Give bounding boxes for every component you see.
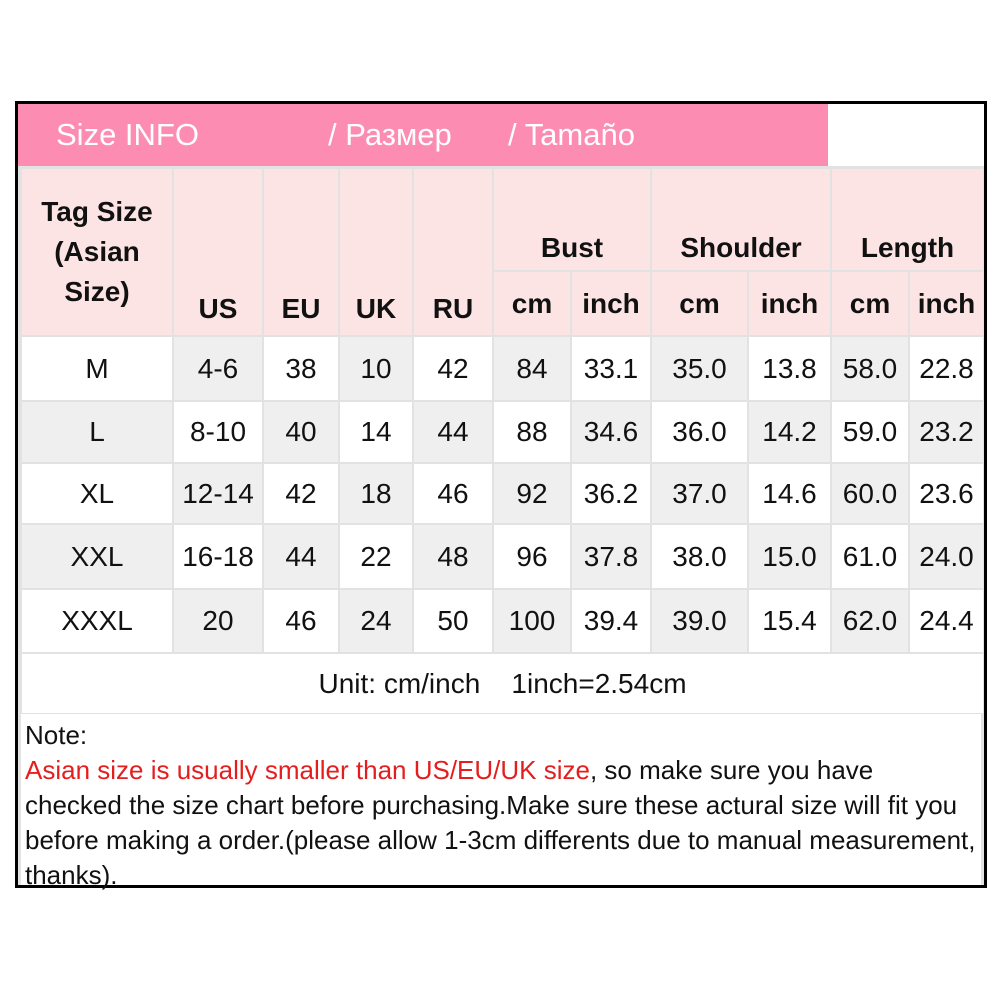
table-cell: 37.0 [652, 464, 747, 523]
table-cell: 33.1 [572, 337, 650, 400]
table-cell: 46 [264, 590, 338, 652]
size-chart: Size INFO / Размер / Tamaño Tag Size (As… [15, 101, 987, 890]
unit-note: Unit: cm/inch 1inch=2.54cm [22, 654, 983, 713]
table-cell: 39.4 [572, 590, 650, 652]
table-cell: 4-6 [174, 337, 262, 400]
table-cell: 48 [414, 525, 492, 588]
table-cell: 14 [340, 402, 412, 462]
table-cell: 42 [264, 464, 338, 523]
table-cell: 42 [414, 337, 492, 400]
table-cell: 88 [494, 402, 570, 462]
table-cell: 24.4 [910, 590, 983, 652]
column-header: Tag Size (Asian Size) [22, 169, 172, 335]
table-cell: 23.6 [910, 464, 983, 523]
column-header: US [174, 169, 262, 335]
table-cell: XXL [22, 525, 172, 588]
table-cell: 50 [414, 590, 492, 652]
title: / Tamaño [508, 117, 635, 152]
note-warning: Asian size is usually smaller than US/EU… [25, 755, 590, 785]
table-cell: 12-14 [174, 464, 262, 523]
table-cell: 58.0 [832, 337, 908, 400]
column-header: RU [414, 169, 492, 335]
table-cell: 44 [414, 402, 492, 462]
table-cell: L [22, 402, 172, 462]
blank [828, 104, 984, 166]
table-cell: 22.8 [910, 337, 983, 400]
group-header: Bust [494, 169, 650, 270]
table-cell: 8-10 [174, 402, 262, 462]
table-cell: 46 [414, 464, 492, 523]
table-cell: 16-18 [174, 525, 262, 588]
title-bar: Size INFO / Размер / Tamaño [18, 104, 828, 166]
table-cell: 13.8 [749, 337, 830, 400]
table-cell: 59.0 [832, 402, 908, 462]
table-cell: 14.2 [749, 402, 830, 462]
table-cell: 38.0 [652, 525, 747, 588]
table-cell: 44 [264, 525, 338, 588]
table-cell: 24 [340, 590, 412, 652]
note-text: , so make sure you have checked the size… [25, 755, 976, 890]
unit-header: inch [572, 272, 650, 335]
column-header: UK [340, 169, 412, 335]
table-cell: 15.4 [749, 590, 830, 652]
table-cell: 10 [340, 337, 412, 400]
table-cell: XXXL [22, 590, 172, 652]
table-cell: 37.8 [572, 525, 650, 588]
column-header: EU [264, 169, 338, 335]
table-cell: 40 [264, 402, 338, 462]
table-cell: 60.0 [832, 464, 908, 523]
table-cell: 18 [340, 464, 412, 523]
note: Note: Asian size is usually smaller than … [21, 714, 981, 890]
table-cell: 24.0 [910, 525, 983, 588]
table-cell: 61.0 [832, 525, 908, 588]
table-cell: 84 [494, 337, 570, 400]
table-cell: 34.6 [572, 402, 650, 462]
table-cell: 15.0 [749, 525, 830, 588]
table-cell: 23.2 [910, 402, 983, 462]
table-cell: M [22, 337, 172, 400]
table-cell: 14.6 [749, 464, 830, 523]
table-cell: XL [22, 464, 172, 523]
table-cell: 36.2 [572, 464, 650, 523]
table-cell: 36.0 [652, 402, 747, 462]
table-cell: 38 [264, 337, 338, 400]
unit-header: cm [494, 272, 570, 335]
title: Size INFO [56, 117, 199, 152]
table-cell: 22 [340, 525, 412, 588]
group-header: Shoulder [652, 169, 830, 270]
unit-header: inch [910, 272, 983, 335]
unit-header: cm [652, 272, 747, 335]
table-cell: 20 [174, 590, 262, 652]
group-header: Length [832, 169, 983, 270]
title: / Размер [328, 117, 452, 152]
table-cell: 35.0 [652, 337, 747, 400]
table-cell: 92 [494, 464, 570, 523]
unit-header: cm [832, 272, 908, 335]
unit-header: inch [749, 272, 830, 335]
table-cell: 96 [494, 525, 570, 588]
table-cell: 100 [494, 590, 570, 652]
table-cell: 39.0 [652, 590, 747, 652]
note-label: Note: [25, 720, 88, 750]
table-cell: 62.0 [832, 590, 908, 652]
